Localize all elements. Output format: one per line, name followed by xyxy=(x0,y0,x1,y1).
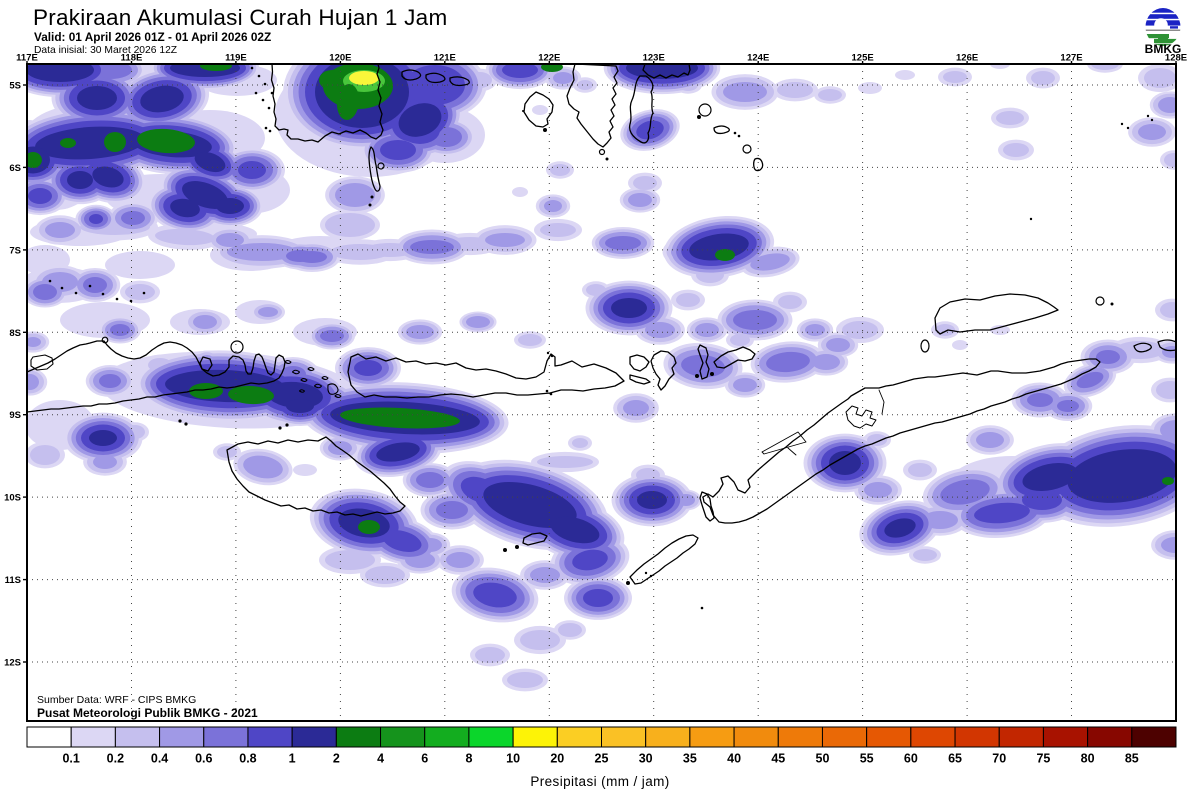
svg-text:119E: 119E xyxy=(225,53,247,64)
svg-text:Valid: 01 April 2026 01Z - 01: Valid: 01 April 2026 01Z - 01 April 2026… xyxy=(34,30,271,44)
svg-text:30: 30 xyxy=(639,752,653,766)
svg-text:121E: 121E xyxy=(434,53,456,64)
svg-text:BMKG: BMKG xyxy=(1145,42,1182,56)
svg-text:60: 60 xyxy=(904,752,918,766)
svg-text:0.2: 0.2 xyxy=(107,752,124,766)
svg-text:9S: 9S xyxy=(9,410,21,421)
svg-text:125E: 125E xyxy=(852,53,874,64)
svg-text:70: 70 xyxy=(992,752,1006,766)
svg-text:128E: 128E xyxy=(1165,53,1187,64)
svg-text:123E: 123E xyxy=(643,53,665,64)
svg-text:124E: 124E xyxy=(747,53,769,64)
svg-text:80: 80 xyxy=(1081,752,1095,766)
svg-text:Sumber Data: WRF - CIPS BMKG: Sumber Data: WRF - CIPS BMKG xyxy=(37,694,196,706)
svg-text:2: 2 xyxy=(333,752,340,766)
svg-text:117E: 117E xyxy=(16,53,38,64)
svg-text:126E: 126E xyxy=(956,53,978,64)
svg-text:65: 65 xyxy=(948,752,962,766)
svg-text:8S: 8S xyxy=(9,328,21,339)
svg-text:Prakiraan Akumulasi Curah Huja: Prakiraan Akumulasi Curah Hujan 1 Jam xyxy=(33,5,447,30)
svg-text:75: 75 xyxy=(1036,752,1050,766)
svg-text:0.4: 0.4 xyxy=(151,752,168,766)
svg-text:20: 20 xyxy=(550,752,564,766)
svg-text:8: 8 xyxy=(465,752,472,766)
svg-text:1: 1 xyxy=(289,752,296,766)
svg-text:0.6: 0.6 xyxy=(195,752,212,766)
svg-text:6: 6 xyxy=(421,752,428,766)
svg-text:11S: 11S xyxy=(5,575,21,586)
svg-text:118E: 118E xyxy=(121,53,143,64)
svg-text:12S: 12S xyxy=(4,658,21,669)
svg-text:4: 4 xyxy=(377,752,384,766)
svg-text:25: 25 xyxy=(595,752,609,766)
svg-text:50: 50 xyxy=(816,752,830,766)
svg-text:122E: 122E xyxy=(538,53,560,64)
svg-text:40: 40 xyxy=(727,752,741,766)
svg-text:45: 45 xyxy=(771,752,785,766)
svg-text:35: 35 xyxy=(683,752,697,766)
svg-text:0.1: 0.1 xyxy=(62,752,79,766)
svg-text:5S: 5S xyxy=(9,81,21,92)
svg-text:85: 85 xyxy=(1125,752,1139,766)
svg-text:10S: 10S xyxy=(4,493,21,504)
svg-text:7S: 7S xyxy=(9,245,21,256)
svg-text:Pusat Meteorologi Publik BMKG: Pusat Meteorologi Publik BMKG - 2021 xyxy=(37,706,258,720)
svg-text:0.8: 0.8 xyxy=(239,752,256,766)
svg-text:Presipitasi (mm / jam): Presipitasi (mm / jam) xyxy=(530,774,669,789)
svg-text:6S: 6S xyxy=(9,163,21,174)
svg-text:Data inisial: 30 Maret 2026 12: Data inisial: 30 Maret 2026 12Z xyxy=(34,45,177,56)
svg-text:55: 55 xyxy=(860,752,874,766)
svg-text:127E: 127E xyxy=(1060,53,1082,64)
svg-text:10: 10 xyxy=(506,752,520,766)
svg-text:120E: 120E xyxy=(329,53,351,64)
